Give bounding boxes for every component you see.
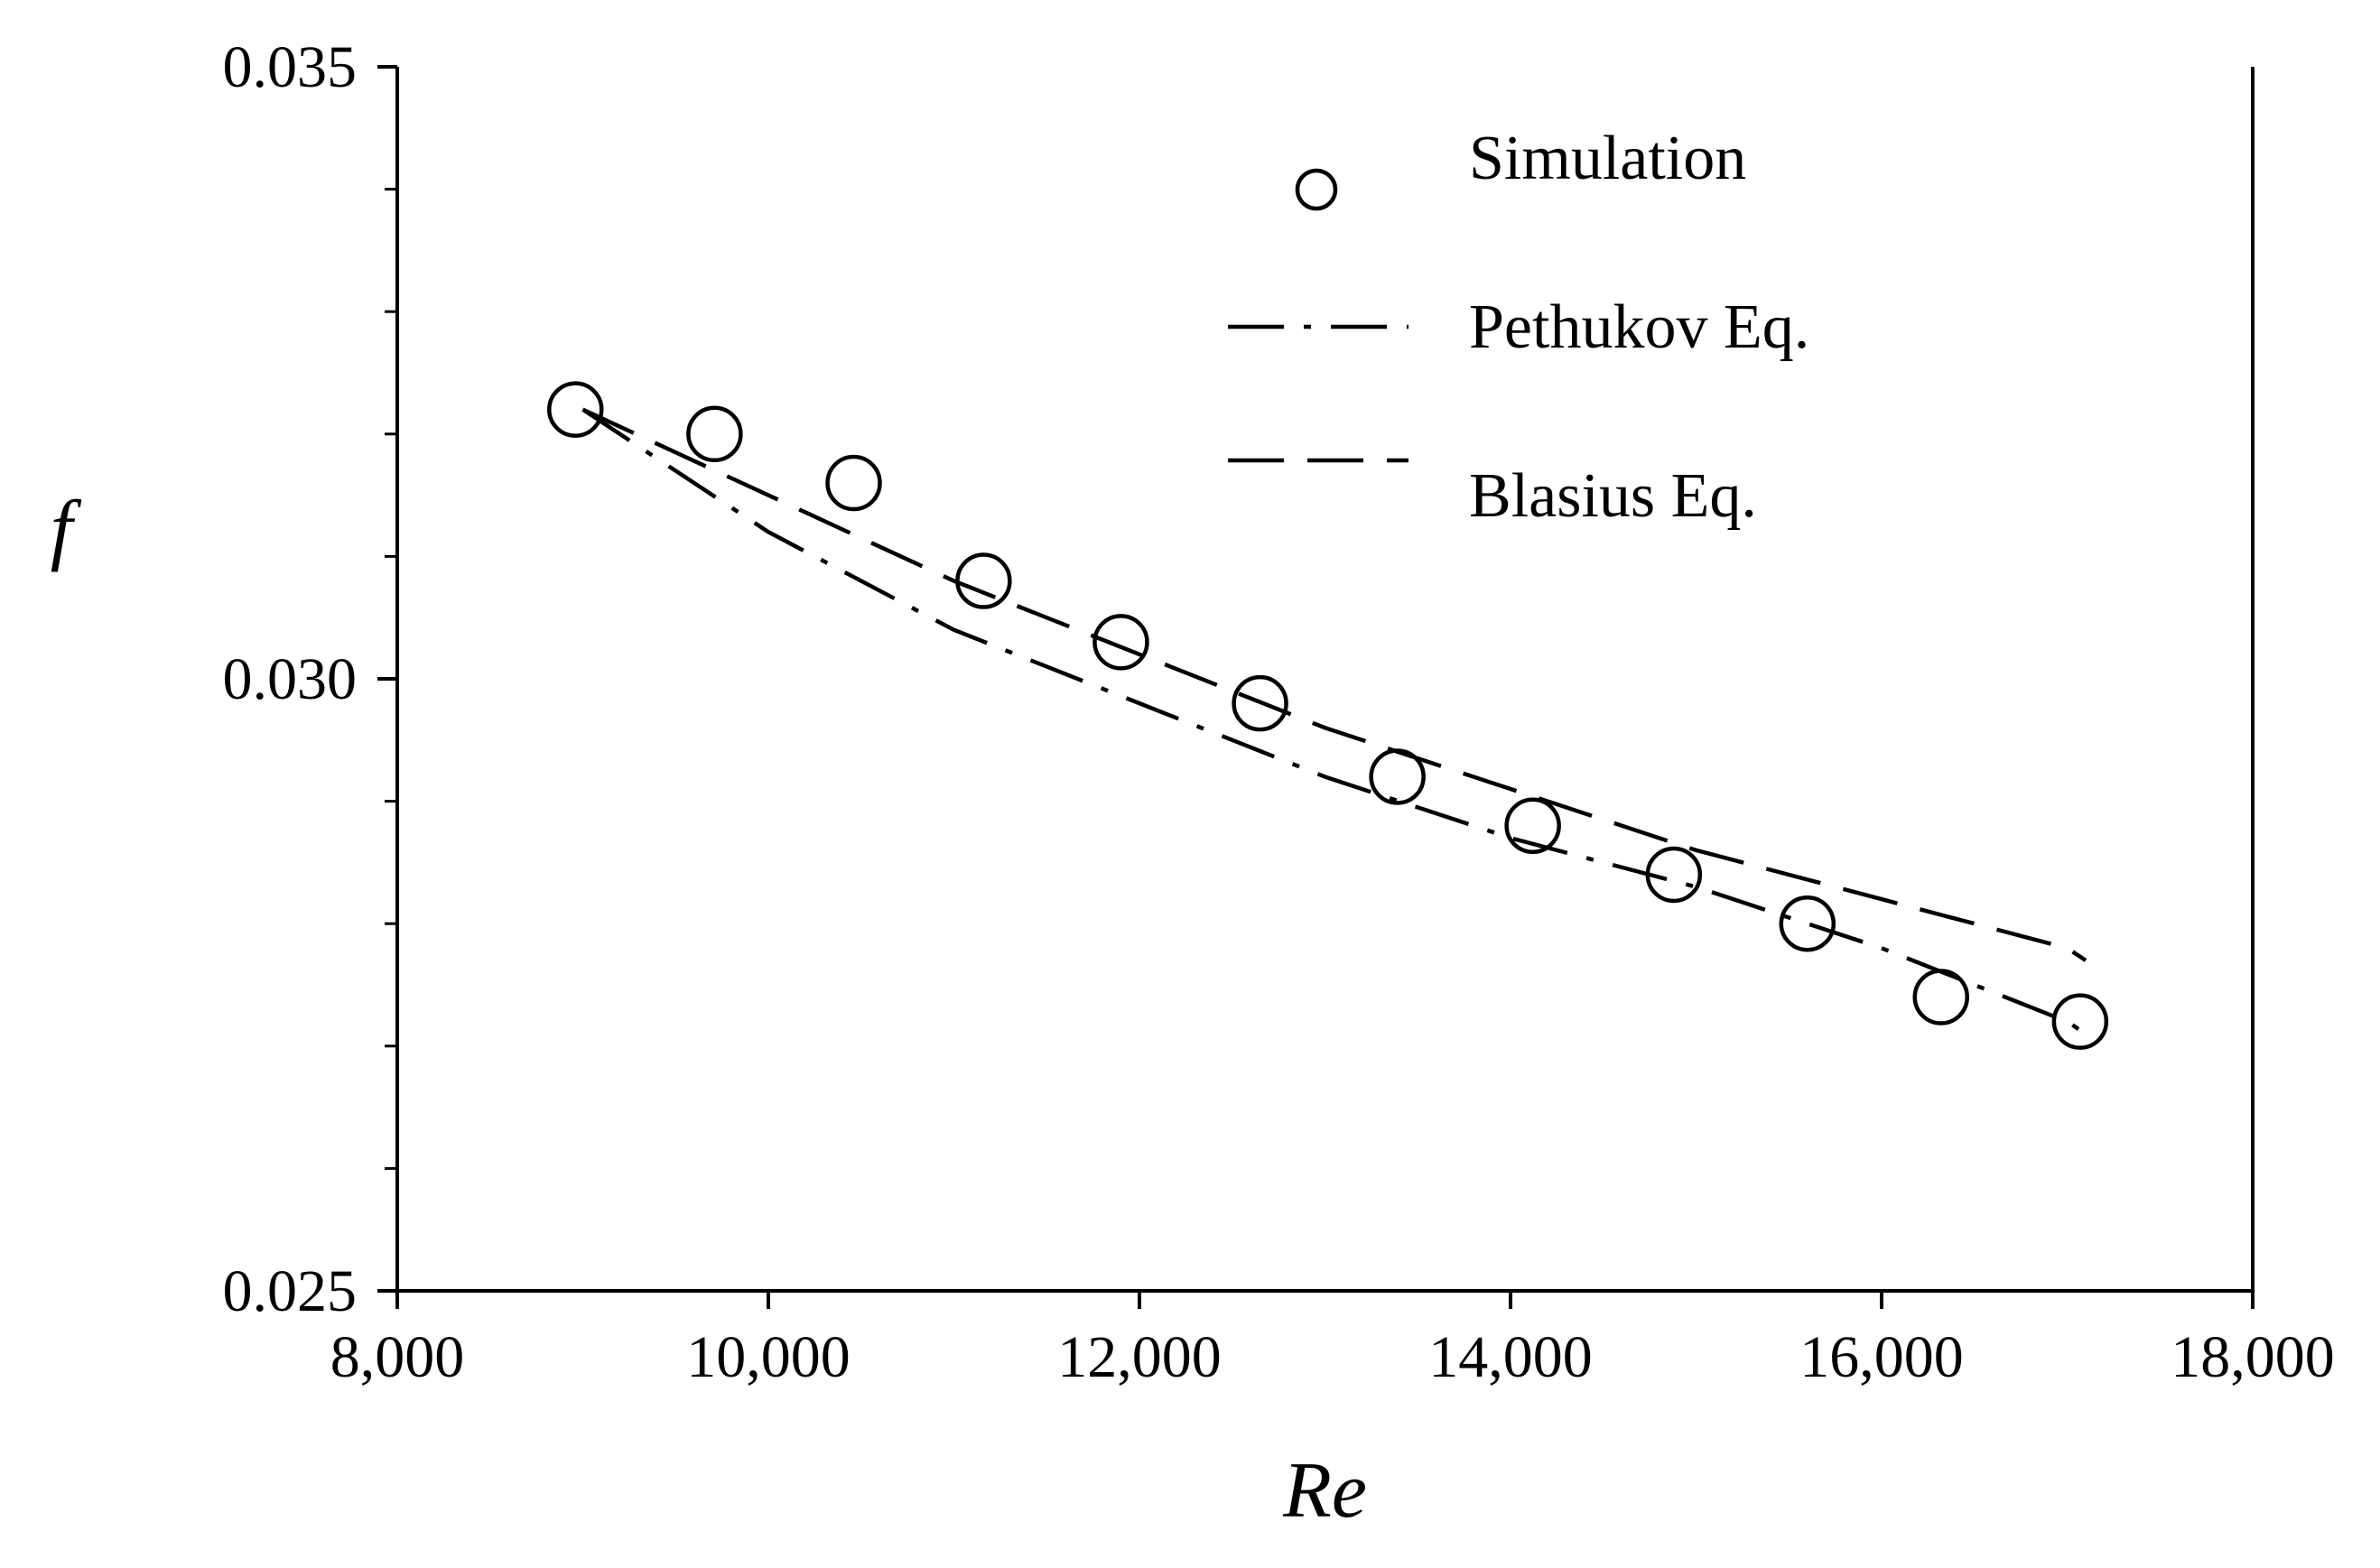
simulation-point [825, 454, 882, 512]
simulation-point [1092, 614, 1149, 671]
x-axis-title: Re [1282, 1447, 1367, 1535]
series-pethukov-eq [581, 407, 2087, 1036]
simulation-point [1779, 895, 1836, 952]
series-line [581, 407, 2087, 962]
simulation-point [1232, 674, 1288, 732]
simulation-point [955, 552, 1012, 609]
plot-frame [395, 67, 2254, 1293]
series-simulation [547, 381, 2109, 1050]
simulation-point [547, 381, 604, 438]
x-axis: 8,000 10,000 12,000 14,000 16,000 18,000 [330, 1291, 2335, 1390]
y-axis: 0.025 0.030 0.035 [223, 34, 397, 1324]
legend-blasius-label: Blasius Eq. [1469, 461, 1757, 531]
series-line [581, 407, 2087, 1036]
legend-simulation-marker [1295, 168, 1338, 211]
x-tick-label: 14,000 [1428, 1324, 1593, 1390]
simulation-point [686, 405, 743, 463]
series-blasius-eq [581, 407, 2087, 962]
x-tick-label: 10,000 [686, 1324, 851, 1390]
legend-simulation-label: Simulation [1469, 124, 1746, 193]
y-tick-label: 0.030 [223, 646, 358, 712]
simulation-point [1504, 797, 1561, 854]
legend: Simulation Pethukov Eq. Blasius Eq. [1228, 124, 1809, 531]
x-tick-label: 16,000 [1799, 1324, 1964, 1390]
simulation-point [2051, 993, 2109, 1050]
x-tick-label: 8,000 [330, 1324, 465, 1390]
y-tick-label: 0.035 [223, 34, 358, 100]
y-axis-title: f [51, 486, 82, 573]
x-tick-label: 18,000 [2171, 1324, 2335, 1390]
x-tick-label: 12,000 [1057, 1324, 1222, 1390]
series-layer [547, 381, 2109, 1050]
legend-pethukov-label: Pethukov Eq. [1469, 292, 1809, 362]
y-tick-label: 0.025 [223, 1258, 358, 1324]
simulation-point [1912, 969, 1970, 1025]
